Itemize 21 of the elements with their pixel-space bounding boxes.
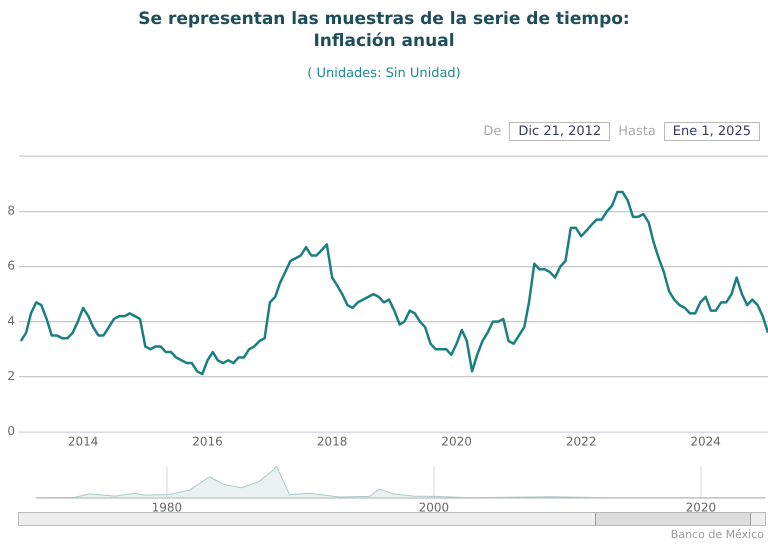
- x-tick-label: 2014: [68, 434, 98, 448]
- x-tick-label: 2000: [418, 500, 450, 514]
- chart-subtitle: ( Unidades: Sin Unidad): [306, 66, 462, 81]
- y-tick-label: 0: [7, 424, 15, 438]
- x-tick-label: 2020: [441, 434, 472, 448]
- y-tick-label: 4: [7, 314, 15, 328]
- y-tick-label: 6: [7, 258, 15, 273]
- text: Dic 21, 2012: [509, 122, 610, 141]
- text: Hasta: [618, 124, 656, 139]
- x-tick-label: 2024: [690, 434, 721, 448]
- x-tick-label: 2018: [316, 434, 348, 448]
- x-tick-label: 2020: [686, 500, 716, 514]
- text: Ene 1, 2025: [664, 122, 760, 141]
- text: De: [483, 124, 502, 139]
- x-tick-label: 2022: [566, 434, 596, 448]
- chart-title: Se representan las muestras de la serie de tiempo: Inflación anual: [137, 8, 631, 52]
- y-tick-label: 8: [7, 203, 15, 218]
- y-tick-label: 2: [7, 368, 15, 383]
- x-tick-label: 2016: [192, 434, 223, 448]
- text: Banco de México: [670, 528, 764, 541]
- x-tick-label: 1980: [152, 500, 182, 514]
